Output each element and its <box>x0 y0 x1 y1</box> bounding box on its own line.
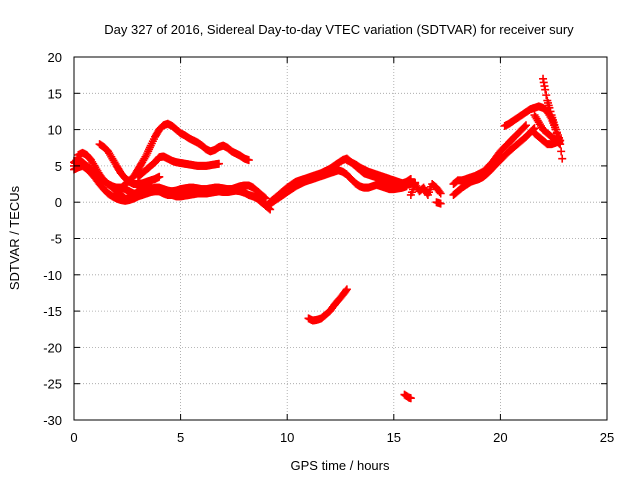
y-tick-label: -25 <box>43 377 62 392</box>
x-tick-label: 0 <box>70 430 77 445</box>
data-point <box>260 193 269 202</box>
series-track-c <box>70 161 270 205</box>
data-point <box>542 91 551 100</box>
series-track-m <box>449 124 539 199</box>
data-point <box>406 394 415 403</box>
data-point <box>406 174 415 183</box>
data-point <box>521 121 530 130</box>
data-point <box>529 125 538 134</box>
data-point <box>436 189 445 198</box>
y-tick-label: 5 <box>55 159 62 174</box>
x-tick-labels: 0 5 10 15 20 25 <box>70 430 614 445</box>
series-track-s <box>400 390 415 403</box>
axis-ticks <box>73 56 608 421</box>
chart-title: Day 327 of 2016, Sidereal Day-to-day VTE… <box>104 22 574 37</box>
y-axis-label: SDTVAR / TECUs <box>7 185 22 290</box>
data-point <box>435 188 444 197</box>
y-tick-label: -30 <box>43 413 62 428</box>
data-point <box>545 103 554 112</box>
data-point <box>520 122 529 131</box>
data-point <box>342 285 351 294</box>
y-tick-label: -5 <box>50 232 62 247</box>
series-track-i <box>342 156 415 188</box>
data-point <box>552 129 561 138</box>
data-point <box>155 172 164 181</box>
data-point <box>436 199 445 208</box>
data-point <box>342 286 351 295</box>
y-tick-label: 0 <box>55 195 62 210</box>
series-track-k <box>432 198 445 208</box>
y-tick-label: -15 <box>43 304 62 319</box>
data-point <box>244 156 253 165</box>
data-point <box>558 154 567 163</box>
y-tick-label: -10 <box>43 268 62 283</box>
data-point <box>214 159 223 168</box>
y-tick-label: 10 <box>48 123 62 138</box>
data-point <box>546 107 555 116</box>
y-tick-label: 20 <box>48 50 62 65</box>
x-axis-label: GPS time / hours <box>291 458 390 473</box>
x-tick-label: 10 <box>280 430 294 445</box>
x-tick-label: 25 <box>600 430 614 445</box>
series-track-q <box>530 111 565 149</box>
y-tick-label: 15 <box>48 86 62 101</box>
data-point <box>556 140 565 149</box>
x-tick-label: 20 <box>493 430 507 445</box>
data-point <box>261 194 270 203</box>
series-track-j <box>406 180 445 199</box>
series-track-f <box>133 152 223 181</box>
data-point <box>541 85 550 94</box>
y-tick-labels: -30 -25 -20 -15 -10 -5 0 5 10 15 20 <box>43 50 62 428</box>
data-point <box>557 147 566 156</box>
data-point <box>551 125 560 134</box>
series-track-h <box>261 166 411 210</box>
series-track-l <box>449 121 530 189</box>
series-track-r <box>304 285 351 325</box>
x-tick-label: 15 <box>387 430 401 445</box>
data-points <box>70 74 567 403</box>
series-track-e <box>121 119 253 189</box>
data-point <box>555 139 564 148</box>
series-track-p <box>539 74 567 163</box>
y-tick-label: -20 <box>43 340 62 355</box>
x-tick-label: 5 <box>177 430 184 445</box>
